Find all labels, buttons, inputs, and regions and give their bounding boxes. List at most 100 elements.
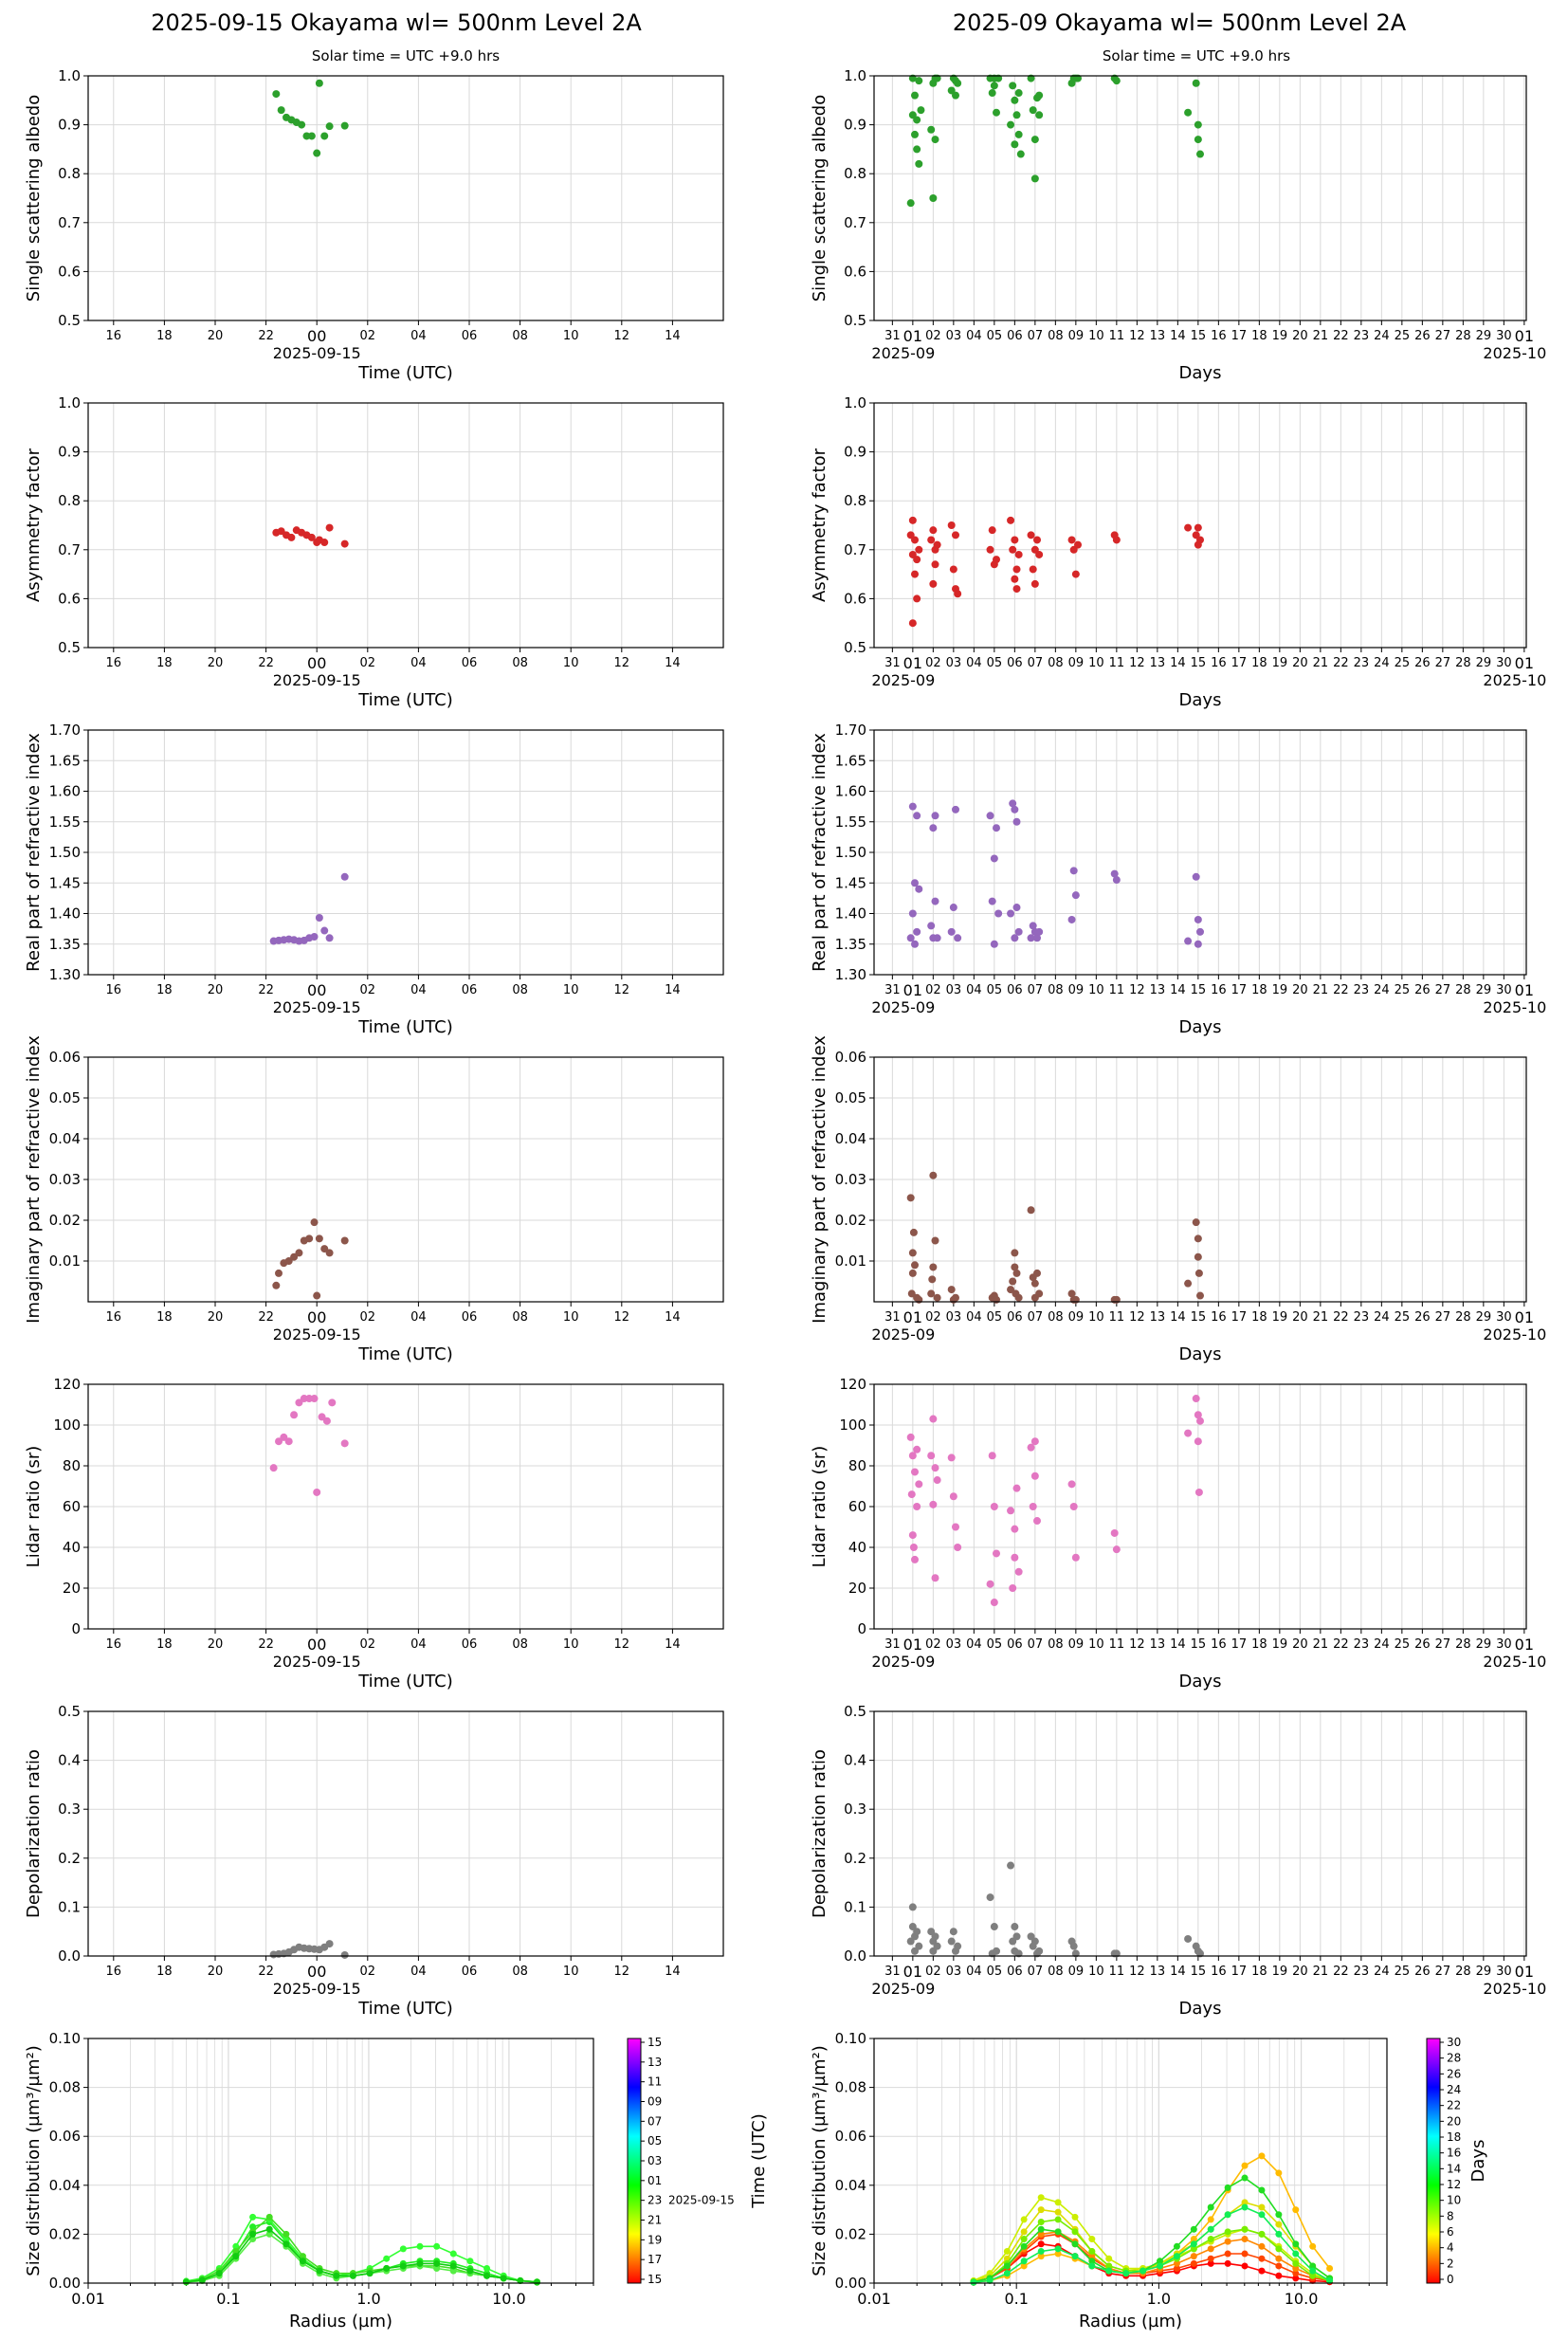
x-tick-label: 25 xyxy=(1395,1965,1411,1979)
x-tick-label: 12 xyxy=(1129,329,1145,343)
data-point xyxy=(1029,922,1037,930)
x-tick-label: 16 xyxy=(106,1637,122,1652)
series-line xyxy=(973,2206,1330,2283)
plot-frame xyxy=(87,729,724,976)
data-point xyxy=(933,1942,941,1950)
x-tick-label: 20 xyxy=(208,1637,224,1652)
x-axis-label: Time (UTC) xyxy=(357,690,453,710)
data-point xyxy=(986,2276,994,2284)
monthly-panel-3: 31 01 02 03 04 05 06 07 08 09 10 11 12 13 14 15 16 17 18 19… xyxy=(810,722,1546,1037)
x-axis-label: Radius (µm) xyxy=(289,2312,392,2331)
data-point xyxy=(993,824,1000,832)
data-point xyxy=(907,1289,916,1298)
data-point xyxy=(272,90,281,99)
plot-frame xyxy=(87,1710,724,1957)
data-point xyxy=(1037,2219,1045,2225)
y-tick-label: 0.9 xyxy=(844,444,866,461)
x-tick-label: 12 xyxy=(1129,1965,1145,1979)
x-tick-label: 13 xyxy=(1150,1965,1166,1979)
data-point xyxy=(1011,1923,1019,1931)
data-point xyxy=(1309,2272,1317,2279)
x-tick-label: 15 xyxy=(1191,1637,1207,1652)
x-tick-label: 20 xyxy=(1292,1310,1308,1325)
data-point xyxy=(433,2242,441,2250)
y-tick-label: 60 xyxy=(63,1498,81,1515)
data-point xyxy=(911,1468,919,1476)
x-tick-label: 17 xyxy=(1231,329,1248,343)
y-tick-label: 40 xyxy=(63,1539,81,1556)
x-tick-label: 01 xyxy=(1515,327,1534,345)
data-point xyxy=(1009,799,1017,808)
data-point xyxy=(1275,2169,1283,2177)
x-tick-label: 04 xyxy=(410,329,427,343)
data-point xyxy=(927,1452,936,1460)
x-tick-label: 31 xyxy=(884,983,901,997)
data-point xyxy=(249,2213,257,2221)
x-tick-label: 24 xyxy=(1374,1310,1390,1325)
data-point xyxy=(1173,2259,1180,2267)
x-tick-label: 15 xyxy=(1191,1310,1207,1325)
y-tick-label: 0 xyxy=(857,1620,866,1637)
data-point xyxy=(911,879,919,887)
data-point xyxy=(1258,2255,1266,2262)
data-point xyxy=(340,539,349,548)
x-tick-label: 00 xyxy=(307,981,326,999)
x-tick-label: 01 xyxy=(903,981,922,999)
colorbar-tick-label: 12 xyxy=(1447,2178,1461,2191)
data-point xyxy=(931,812,939,820)
data-point xyxy=(320,926,329,935)
x-tick-label: 27 xyxy=(1435,1965,1451,1979)
y-tick-label: 0.03 xyxy=(835,1171,866,1188)
data-point xyxy=(449,2267,457,2275)
data-point xyxy=(915,1295,923,1304)
data-point xyxy=(1112,536,1121,544)
data-point xyxy=(1190,2236,1197,2243)
monthly-panel-6: 31 01 02 03 04 05 06 07 08 09 10 11 12 13 14 15 16 17 18 19… xyxy=(810,1703,1546,2019)
x-axis-label: Days xyxy=(1179,690,1222,710)
x-tick-label: 16 xyxy=(1211,329,1227,343)
data-point xyxy=(1207,2216,1214,2223)
x-tick-label: 15 xyxy=(1191,1965,1207,1979)
x-tick-label: 26 xyxy=(1414,1637,1431,1652)
colorbar-tick-label: 07 xyxy=(647,2114,662,2128)
data-point xyxy=(990,1923,998,1931)
data-point xyxy=(994,909,1003,918)
data-point xyxy=(1105,2262,1113,2270)
data-point xyxy=(1184,1429,1193,1437)
colorbar-tick-label: 22 xyxy=(1447,2099,1461,2112)
x-tick-label: 08 xyxy=(512,983,528,997)
data-point xyxy=(908,516,917,524)
left-title: 2025-09-15 Okayama wl= 500nm Level 2A xyxy=(151,9,642,36)
data-point xyxy=(1194,1411,1202,1419)
data-point xyxy=(265,2225,273,2233)
x-tick-label: 01 xyxy=(1515,1963,1534,1981)
y-tick-label: 0.02 xyxy=(49,2225,81,2242)
x-tick-label: 12 xyxy=(1129,656,1145,670)
data-point xyxy=(1275,2211,1283,2219)
data-point xyxy=(947,1453,956,1462)
data-point xyxy=(931,897,939,905)
x-tick-label: 08 xyxy=(1048,983,1064,997)
data-point xyxy=(986,545,994,554)
x-tick-label: 26 xyxy=(1414,983,1431,997)
data-point xyxy=(1110,1528,1119,1537)
x-tick-label: 30 xyxy=(1496,1310,1512,1325)
data-point xyxy=(315,79,323,87)
x-date-label: 2025-09-15 xyxy=(273,1980,361,1998)
data-point xyxy=(952,1293,959,1302)
x-tick-label: 14 xyxy=(1170,656,1186,670)
data-point xyxy=(1007,1861,1015,1870)
y-tick-label: 1.55 xyxy=(49,814,81,831)
x-date-label: 2025-09-15 xyxy=(273,1325,361,1344)
y-tick-label: 120 xyxy=(53,1376,81,1393)
x-axis-label: Time (UTC) xyxy=(357,1017,453,1037)
data-point xyxy=(1067,915,1076,923)
y-tick-label: 0.8 xyxy=(58,165,81,182)
x-tick-label: 29 xyxy=(1476,329,1492,343)
x-tick-label: 16 xyxy=(1211,983,1227,997)
colorbar-tick-label: 2 xyxy=(1447,2257,1454,2270)
y-tick-label: 0.8 xyxy=(844,492,866,509)
x-tick-label: 06 xyxy=(1007,329,1023,343)
x-tick-label: 20 xyxy=(208,656,224,670)
